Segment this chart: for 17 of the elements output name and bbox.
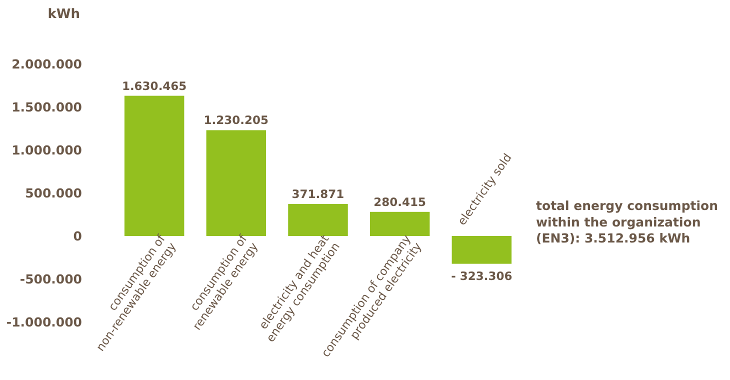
annotation: total energy consumption within the organization (EN3): 3.512.956 kWh [536, 198, 718, 246]
bar [288, 204, 348, 236]
y-tick-label: 0 [73, 228, 82, 244]
y-tick-label: -500.000 [20, 271, 82, 286]
y-tick-label: 1.000.000 [12, 142, 82, 158]
bar [452, 236, 512, 264]
data-label: 371.871 [292, 187, 344, 202]
y-axis-title: kWh [48, 7, 80, 22]
y-tick-label: 500.000 [25, 185, 82, 200]
data-label: 1.230.205 [204, 113, 269, 128]
bar [370, 212, 430, 236]
data-label: 280.415 [374, 194, 426, 209]
data-label: - 323.306 [451, 268, 512, 283]
y-tick-label: 2.000.000 [12, 56, 82, 72]
y-tick-label: 1.500.000 [12, 99, 82, 114]
y-tick-label: -1.000.000 [6, 314, 82, 330]
data-label: 1.630.465 [122, 78, 187, 93]
